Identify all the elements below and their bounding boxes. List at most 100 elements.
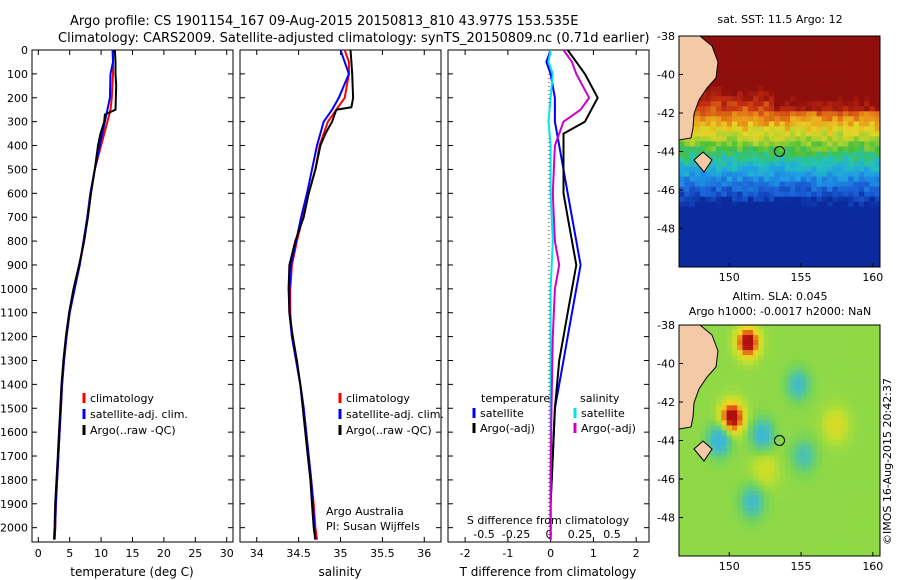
legend-label: Argo(-adj) xyxy=(480,422,535,435)
map-cell xyxy=(805,211,812,218)
map-cell xyxy=(721,256,728,263)
map-cell xyxy=(827,151,833,158)
map-cell xyxy=(716,355,722,361)
series-line-salinity-argo-adj- xyxy=(549,50,591,540)
map-cell xyxy=(848,515,855,522)
map-cell xyxy=(816,41,823,47)
map-cell xyxy=(832,375,839,381)
map-cell xyxy=(848,345,855,351)
map-cell xyxy=(858,335,865,341)
map-cell xyxy=(821,166,828,173)
map-cell xyxy=(742,465,749,472)
map-cell xyxy=(800,191,807,198)
map-cell xyxy=(842,355,849,361)
sst-map-ticks: 150 155 160-38-40-42-44-46-48 xyxy=(657,30,883,284)
map-cell xyxy=(779,415,786,422)
map-cell xyxy=(721,61,728,67)
map-cell xyxy=(758,226,765,233)
map-cell xyxy=(710,480,717,487)
map-cell xyxy=(710,420,717,427)
map-cell xyxy=(827,530,833,537)
map-cell xyxy=(784,156,791,163)
map-cell xyxy=(821,365,828,371)
map-cell xyxy=(874,495,880,502)
map-cell xyxy=(758,460,765,467)
map-cell xyxy=(710,221,717,228)
map-cell xyxy=(747,530,754,537)
map-cell xyxy=(842,181,849,188)
map-cell xyxy=(874,251,880,258)
map-cell xyxy=(679,550,685,556)
y-tick-label: 1000 xyxy=(0,283,28,296)
map-cell xyxy=(790,66,796,72)
map-cell xyxy=(710,490,717,497)
map-cell xyxy=(689,465,696,472)
map-cell xyxy=(753,231,759,238)
map-cell xyxy=(842,505,849,512)
map-cell xyxy=(700,540,707,547)
map-cell xyxy=(784,330,791,336)
map-cell xyxy=(832,465,839,472)
map-cell xyxy=(768,460,775,467)
map-cell xyxy=(784,176,791,183)
map-cell xyxy=(832,256,839,263)
map-cell xyxy=(864,111,871,117)
map-cell xyxy=(858,500,865,507)
map-cell xyxy=(731,41,738,47)
map-cell xyxy=(737,385,744,391)
map-cell xyxy=(726,226,733,233)
map-cell xyxy=(864,81,871,87)
map-cell xyxy=(737,345,744,351)
map-cell xyxy=(737,116,744,122)
map-cell xyxy=(774,345,781,351)
map-cell xyxy=(790,211,796,218)
map-cell xyxy=(790,415,796,422)
map-cell xyxy=(742,51,749,57)
map-cell xyxy=(816,510,823,517)
map-cell xyxy=(864,360,871,366)
map-cell xyxy=(784,86,791,92)
x-tick-label: 30 xyxy=(220,547,234,560)
map-cell xyxy=(779,76,786,82)
map-cell xyxy=(805,515,812,522)
map-cell xyxy=(726,151,733,158)
map-cell xyxy=(869,350,876,356)
map-cell xyxy=(753,151,759,158)
map-cell xyxy=(869,251,876,258)
map-cell xyxy=(763,545,770,552)
map-cell xyxy=(726,121,733,127)
map-cell xyxy=(795,500,802,507)
map-cell xyxy=(784,181,791,188)
map-cell xyxy=(858,355,865,361)
map-cell xyxy=(758,186,765,193)
map-cell xyxy=(726,61,733,67)
map-cell xyxy=(811,86,818,92)
map-cell xyxy=(705,116,712,122)
map-cell xyxy=(842,66,849,72)
map-cell xyxy=(758,161,765,168)
map-cell xyxy=(790,325,796,331)
map-cell xyxy=(763,221,770,228)
map-cell xyxy=(747,350,754,356)
map-cell xyxy=(742,400,749,406)
map-cell xyxy=(858,141,865,148)
map-cell xyxy=(700,505,707,512)
map-cell xyxy=(747,540,754,547)
map-cell xyxy=(716,470,722,477)
map-cell xyxy=(790,61,796,67)
map-cell xyxy=(832,460,839,467)
map-cell xyxy=(800,515,807,522)
map-cell xyxy=(874,121,880,127)
map-cell xyxy=(827,370,833,376)
map-cell xyxy=(731,540,738,547)
map-cell xyxy=(763,415,770,422)
map-cell xyxy=(705,186,712,193)
map-cell xyxy=(758,106,765,112)
map-cell xyxy=(684,480,691,487)
map-cell xyxy=(731,405,738,411)
map-cell xyxy=(821,191,828,198)
map-cell xyxy=(684,241,691,248)
map-cell xyxy=(779,435,786,442)
map-cell xyxy=(800,116,807,122)
map-cell xyxy=(710,101,717,107)
